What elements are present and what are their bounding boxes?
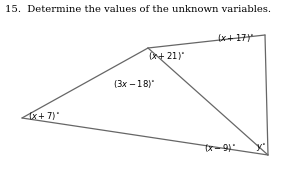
Text: $(x+21)^{\circ}$: $(x+21)^{\circ}$ <box>148 50 185 62</box>
Text: $(x+7)^{\circ}$: $(x+7)^{\circ}$ <box>28 110 60 122</box>
Text: $(3x-18)^{\circ}$: $(3x-18)^{\circ}$ <box>113 78 156 90</box>
Text: $(x-9)^{\circ}$: $(x-9)^{\circ}$ <box>204 142 236 154</box>
Text: 15.  Determine the values of the unknown variables.: 15. Determine the values of the unknown … <box>5 5 271 14</box>
Text: $(x+17)^{\circ}$: $(x+17)^{\circ}$ <box>217 32 254 44</box>
Text: $y^{\circ}$: $y^{\circ}$ <box>256 141 266 154</box>
